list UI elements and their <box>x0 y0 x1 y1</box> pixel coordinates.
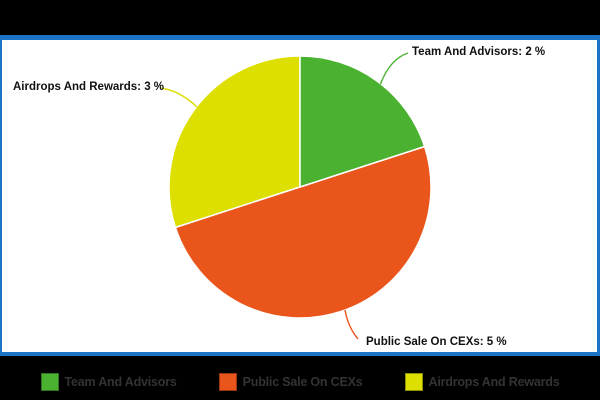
legend-item-public-sale-on-cexs: Public Sale On CEXs <box>218 373 363 391</box>
legend-label: Airdrops And Rewards <box>428 375 560 389</box>
legend: Team And Advisors Public Sale On CEXs Ai… <box>0 370 600 394</box>
legend-label: Public Sale On CEXs <box>242 375 363 389</box>
legend-item-airdrops-and-rewards: Airdrops And Rewards <box>404 373 560 391</box>
legend-swatch-yellow <box>404 373 423 391</box>
legend-swatch-green <box>40 373 59 391</box>
pie-callout-airdrops-and-rewards: Airdrops And Rewards: 3 % <box>13 81 165 93</box>
legend-item-team-and-advisors: Team And Advisors <box>40 373 177 391</box>
legend-swatch-orange <box>218 373 237 391</box>
pie-callout-team-and-advisors: Team And Advisors: 2 % <box>412 46 546 58</box>
legend-label: Team And Advisors <box>64 375 177 389</box>
pie-callout-public-sale-on-cexs: Public Sale On CEXs: 5 % <box>366 336 507 348</box>
